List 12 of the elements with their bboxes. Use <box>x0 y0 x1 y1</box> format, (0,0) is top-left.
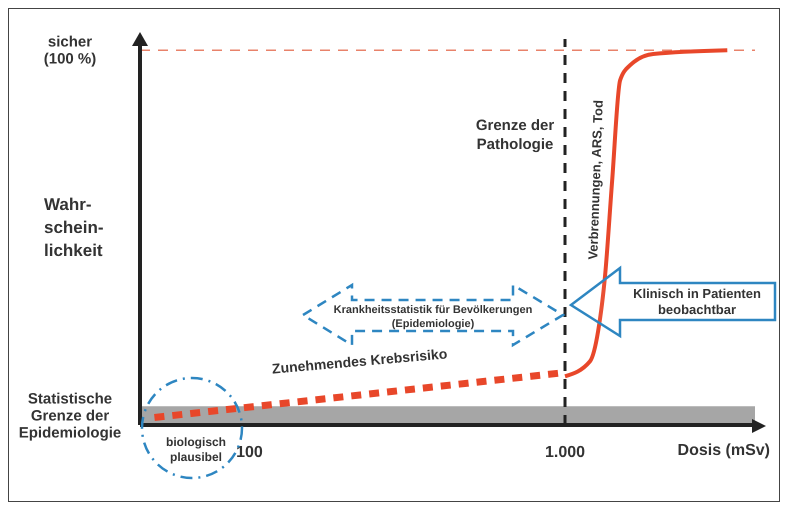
annotation: Verbrennungen, ARS, Tod <box>585 100 606 260</box>
x-tick-label: 1.000 <box>544 444 586 461</box>
text: biologisch plausibel <box>166 435 226 464</box>
y-axis-title: Wahr-schein-lichkeit <box>44 195 104 260</box>
x-tick-label: 100 <box>236 444 263 461</box>
band-label: Statistische Grenze der Epidemiologie <box>18 390 122 442</box>
ref-line-label: sicher (100 %) <box>44 34 96 68</box>
annotation: Klinisch in Patienten beobachtbar <box>633 286 761 317</box>
ref-line-label: Grenze der Pathologie <box>476 117 554 153</box>
annotation: Zunehmendes Krebsrisiko <box>271 345 448 377</box>
annotation: Krankheitsstatistik für Bevölkerungen (Epidemiologie) <box>334 304 533 330</box>
x-axis-title: Dosis (mSv) <box>678 442 770 459</box>
